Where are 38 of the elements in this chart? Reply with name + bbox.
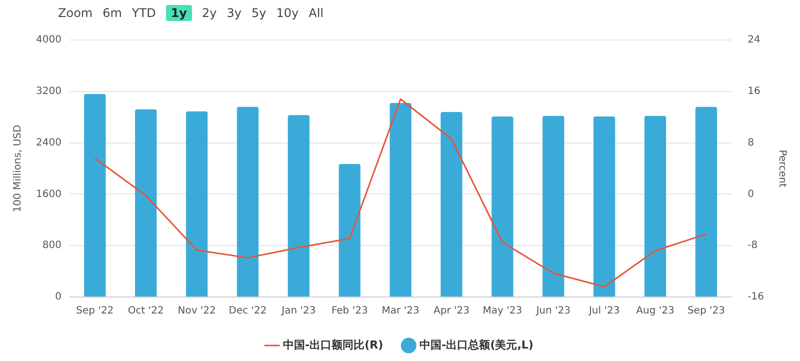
x-tick-label: Sep '22 (76, 306, 114, 317)
y2-tick-label: 16 (748, 86, 760, 97)
text: All (308, 6, 324, 20)
y-axis-title: 100 Millions, USD (12, 124, 24, 212)
y-tick-label: 1600 (36, 188, 62, 200)
text: Zoom (58, 6, 93, 20)
y2-tick-label: 24 (748, 34, 760, 46)
legend-label: 中国-出口总额(美元,L) (420, 338, 534, 352)
text: 10y (276, 6, 299, 20)
y2-tick-label: -8 (748, 240, 758, 252)
text: 1y (166, 5, 192, 21)
text: 6m (102, 6, 122, 20)
x-tick-label: May '23 (482, 306, 522, 317)
x-tick-label: Jul '23 (588, 306, 620, 317)
x-tick-label: Sep '23 (687, 306, 725, 317)
x-tick-label: Mar '23 (382, 306, 420, 317)
y2-axis-title: Percent (776, 150, 788, 188)
x-tick-label: Jan '23 (280, 306, 316, 317)
legend-label: 中国-出口额同比(R) (283, 338, 384, 352)
text: 2y (202, 6, 217, 20)
y-tick-label: 800 (42, 240, 62, 252)
x-tick-label: Apr '23 (434, 306, 470, 317)
text: YTD (132, 6, 156, 20)
y2-tick-label: 0 (748, 188, 754, 200)
x-tick-label: Nov '22 (178, 306, 216, 317)
y-tick-label: 3200 (36, 86, 62, 97)
text: 3y (226, 6, 242, 20)
x-tick-label: Jun '23 (535, 306, 571, 317)
y2-tick-label: 8 (748, 137, 754, 148)
y-tick-label: 2400 (36, 137, 62, 148)
x-tick-label: Feb '23 (331, 306, 368, 317)
y-tick-label: 4000 (36, 34, 62, 46)
y2-tick-label: -16 (748, 292, 764, 303)
text: 5y (252, 6, 266, 20)
x-tick-label: Dec '22 (228, 306, 267, 317)
x-tick-label: Oct '22 (128, 306, 164, 317)
x-tick-label: Aug '23 (636, 306, 674, 317)
y-tick-label: 0 (55, 292, 62, 303)
